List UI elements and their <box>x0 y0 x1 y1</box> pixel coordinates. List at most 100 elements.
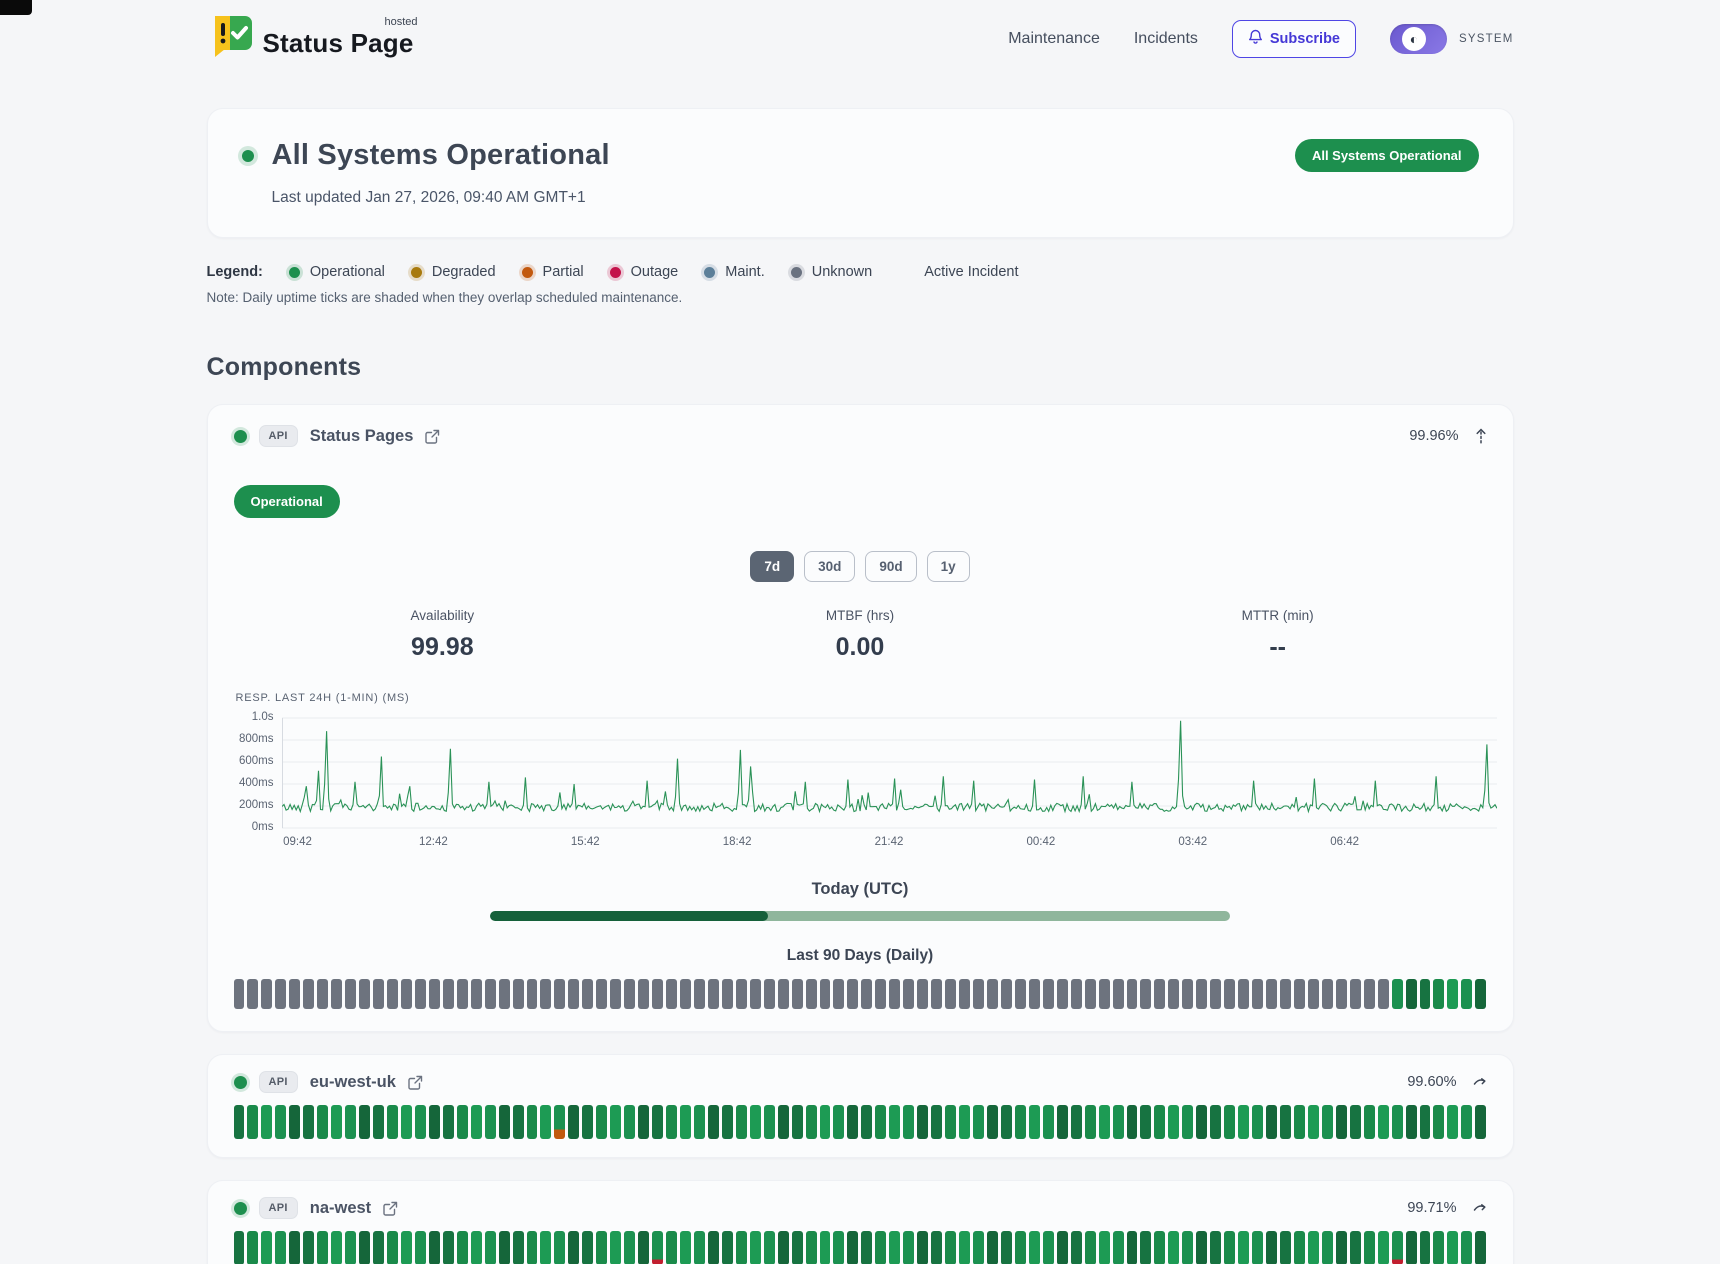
uptime-tick[interactable] <box>1182 1105 1194 1139</box>
uptime-tick[interactable] <box>345 1231 357 1264</box>
uptime-tick[interactable] <box>833 1105 845 1139</box>
uptime-tick[interactable] <box>386 979 398 1009</box>
uptime-tick[interactable] <box>1391 1105 1403 1139</box>
uptime-tick[interactable] <box>386 1231 398 1264</box>
uptime-tick[interactable] <box>1433 1105 1445 1139</box>
uptime-tick[interactable] <box>526 1105 538 1139</box>
uptime-tick[interactable] <box>1112 1231 1124 1264</box>
uptime-tick[interactable] <box>847 1105 859 1139</box>
uptime-tick[interactable] <box>568 979 580 1009</box>
uptime-tick[interactable] <box>763 979 775 1009</box>
uptime-tick[interactable] <box>498 1105 510 1139</box>
uptime-tick[interactable] <box>959 979 971 1009</box>
theme-toggle[interactable]: ◐ <box>1390 24 1447 54</box>
uptime-tick[interactable] <box>833 979 845 1009</box>
uptime-tick[interactable] <box>889 1105 901 1139</box>
uptime-tick[interactable] <box>1321 1231 1333 1264</box>
uptime-tick[interactable] <box>1307 1105 1319 1139</box>
uptime-tick[interactable] <box>568 1231 580 1264</box>
uptime-tick[interactable] <box>1321 979 1333 1009</box>
uptime-tick[interactable] <box>484 1231 496 1264</box>
uptime-tick[interactable] <box>359 979 371 1009</box>
uptime-tick[interactable] <box>373 1231 384 1264</box>
uptime-tick[interactable] <box>1419 979 1431 1009</box>
uptime-tick[interactable] <box>1377 979 1389 1009</box>
uptime-tick[interactable] <box>861 1231 873 1264</box>
expand-icon[interactable] <box>1473 1203 1487 1213</box>
uptime-tick[interactable] <box>414 1105 426 1139</box>
uptime-tick[interactable] <box>331 979 343 1009</box>
uptime-tick[interactable] <box>1405 1231 1417 1264</box>
uptime-tick[interactable] <box>652 1105 664 1139</box>
uptime-tick[interactable] <box>554 979 566 1009</box>
uptime-tick[interactable] <box>931 1105 943 1139</box>
uptime-tick[interactable] <box>721 979 733 1009</box>
uptime-tick[interactable] <box>707 1231 719 1264</box>
uptime-tick[interactable] <box>1196 1105 1208 1139</box>
uptime-tick[interactable] <box>819 979 831 1009</box>
uptime-tick[interactable] <box>1266 1231 1277 1264</box>
uptime-tick[interactable] <box>540 1105 552 1139</box>
uptime-tick[interactable] <box>721 1231 733 1264</box>
uptime-tick[interactable] <box>777 1105 789 1139</box>
uptime-tick[interactable] <box>1363 1231 1375 1264</box>
uptime-tick[interactable] <box>414 1231 426 1264</box>
uptime-tick[interactable] <box>1140 1105 1152 1139</box>
uptime-tick[interactable] <box>540 979 552 1009</box>
uptime-tick[interactable] <box>707 979 719 1009</box>
uptime-tick[interactable] <box>1307 979 1319 1009</box>
uptime-tick[interactable] <box>986 1105 998 1139</box>
uptime-tick[interactable] <box>275 1105 287 1139</box>
uptime-tick[interactable] <box>512 979 524 1009</box>
uptime-tick[interactable] <box>1000 979 1012 1009</box>
uptime-tick[interactable] <box>763 1105 775 1139</box>
uptime-tick[interactable] <box>1238 1231 1250 1264</box>
uptime-tick[interactable] <box>819 1231 831 1264</box>
uptime-tick[interactable] <box>1447 1231 1459 1264</box>
range-button-30d[interactable]: 30d <box>804 551 856 582</box>
uptime-tick[interactable] <box>735 979 747 1009</box>
uptime-tick[interactable] <box>1266 979 1277 1009</box>
range-button-7d[interactable]: 7d <box>750 551 795 582</box>
range-button-1y[interactable]: 1y <box>926 551 970 582</box>
uptime-tick[interactable] <box>1168 1231 1180 1264</box>
uptime-tick[interactable] <box>289 979 301 1009</box>
uptime-tick[interactable] <box>861 979 873 1009</box>
uptime-tick[interactable] <box>540 1231 552 1264</box>
uptime-tick[interactable] <box>1070 1105 1082 1139</box>
uptime-tick[interactable] <box>1042 1105 1054 1139</box>
uptime-tick[interactable] <box>959 1105 971 1139</box>
uptime-tick[interactable] <box>875 1105 887 1139</box>
uptime-tick[interactable] <box>233 1105 245 1139</box>
uptime-tick[interactable] <box>1140 1231 1152 1264</box>
uptime-tick[interactable] <box>456 979 468 1009</box>
uptime-tick[interactable] <box>875 979 887 1009</box>
uptime-tick[interactable] <box>1475 979 1487 1009</box>
uptime-tick[interactable] <box>233 979 245 1009</box>
uptime-tick[interactable] <box>1126 1231 1138 1264</box>
uptime-tick[interactable] <box>986 979 998 1009</box>
uptime-tick[interactable] <box>1224 979 1236 1009</box>
uptime-tick[interactable] <box>749 1231 761 1264</box>
uptime-tick[interactable] <box>596 1105 608 1139</box>
uptime-tick[interactable] <box>624 1231 636 1264</box>
uptime-tick[interactable] <box>247 1231 259 1264</box>
uptime-tick[interactable] <box>456 1231 468 1264</box>
uptime-tick[interactable] <box>1475 1105 1487 1139</box>
uptime-tick[interactable] <box>1168 1105 1180 1139</box>
uptime-tick[interactable] <box>373 1105 384 1139</box>
uptime-tick[interactable] <box>638 1231 650 1264</box>
uptime-tick[interactable] <box>498 979 510 1009</box>
uptime-tick[interactable] <box>1419 1231 1431 1264</box>
external-link-icon[interactable] <box>408 1075 423 1090</box>
uptime-tick[interactable] <box>1210 1231 1222 1264</box>
uptime-tick[interactable] <box>917 1105 929 1139</box>
uptime-tick[interactable] <box>693 1231 705 1264</box>
uptime-tick[interactable] <box>1433 979 1445 1009</box>
uptime-tick[interactable] <box>582 1231 594 1264</box>
uptime-tick[interactable] <box>442 979 454 1009</box>
uptime-tick[interactable] <box>749 1105 761 1139</box>
uptime-tick[interactable] <box>1377 1231 1389 1264</box>
uptime-tick[interactable] <box>1182 979 1194 1009</box>
uptime-tick[interactable] <box>1391 1231 1403 1264</box>
